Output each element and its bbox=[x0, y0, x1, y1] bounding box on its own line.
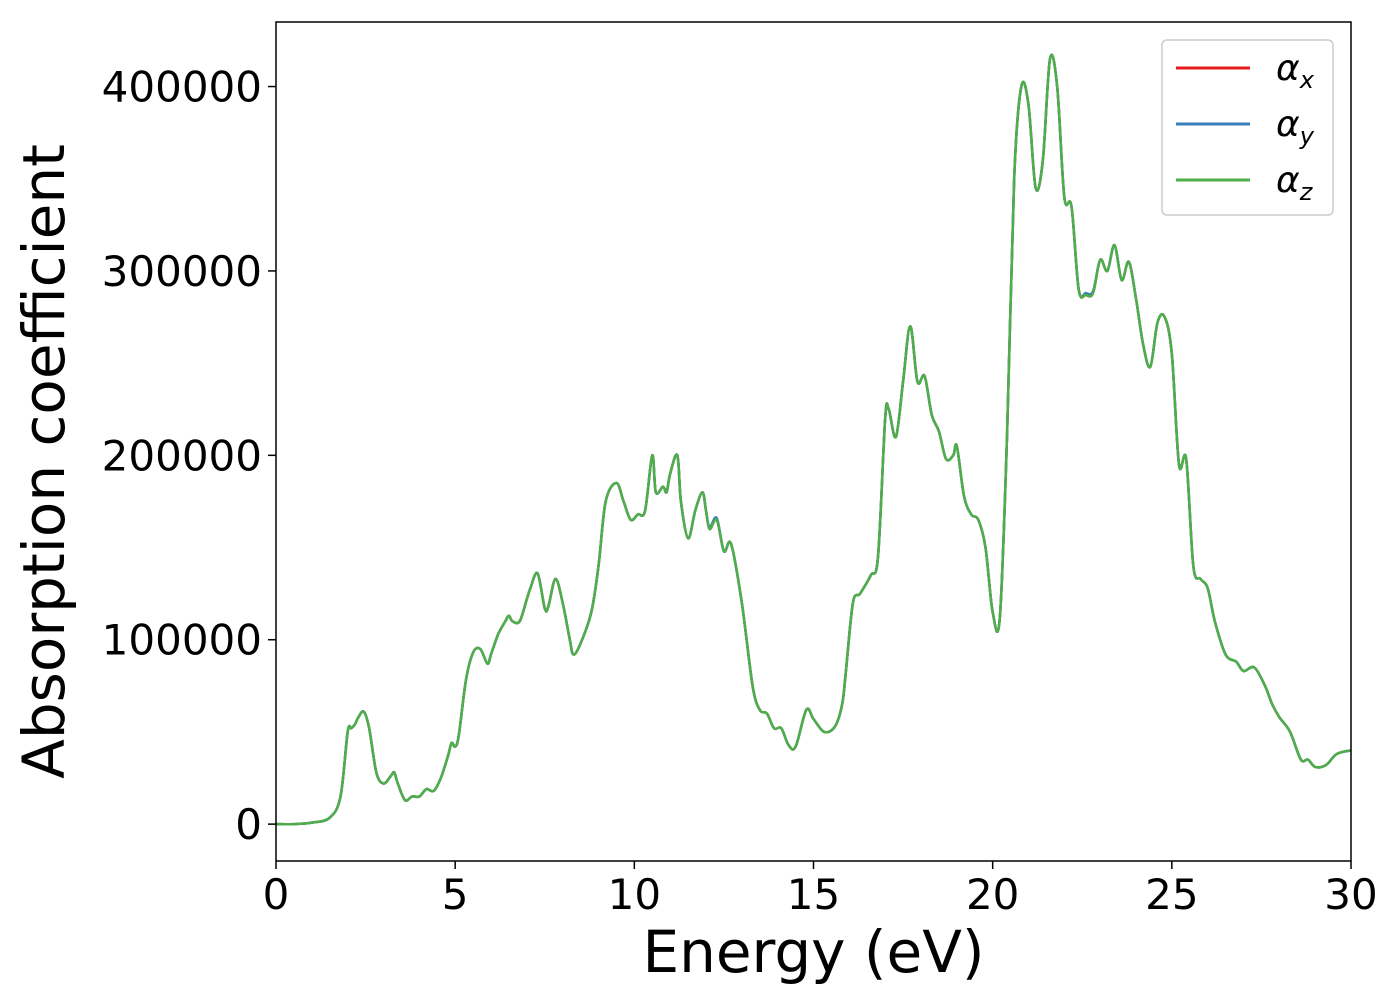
x-tick-label: 0 bbox=[263, 870, 290, 919]
y-tick-label: 0 bbox=[235, 800, 262, 849]
y-tick-label: 200000 bbox=[102, 431, 262, 480]
y-axis-ticks: 0 100000 200000 300000 400000 bbox=[102, 63, 276, 849]
series-layer bbox=[276, 53, 1351, 826]
x-tick-label: 5 bbox=[442, 870, 469, 919]
y-tick-label: 300000 bbox=[102, 247, 262, 296]
y-tick-label: 100000 bbox=[102, 616, 262, 665]
x-tick-label: 30 bbox=[1324, 870, 1377, 919]
x-axis-label: Energy (eV) bbox=[642, 918, 984, 986]
x-tick-label: 25 bbox=[1145, 870, 1198, 919]
legend-label-y: αy bbox=[1276, 104, 1315, 150]
legend-label-x: αx bbox=[1276, 48, 1315, 94]
legend-box bbox=[1161, 39, 1334, 216]
series-line-3 bbox=[276, 53, 1351, 826]
x-tick-label: 15 bbox=[787, 870, 840, 919]
x-axis-ticks: 0 5 10 15 20 25 30 bbox=[263, 861, 1378, 919]
y-tick-label: 400000 bbox=[102, 63, 262, 112]
y-axis-label: Absorption coefficient bbox=[10, 144, 78, 779]
x-tick-label: 10 bbox=[608, 870, 661, 919]
x-tick-label: 20 bbox=[966, 870, 1019, 919]
